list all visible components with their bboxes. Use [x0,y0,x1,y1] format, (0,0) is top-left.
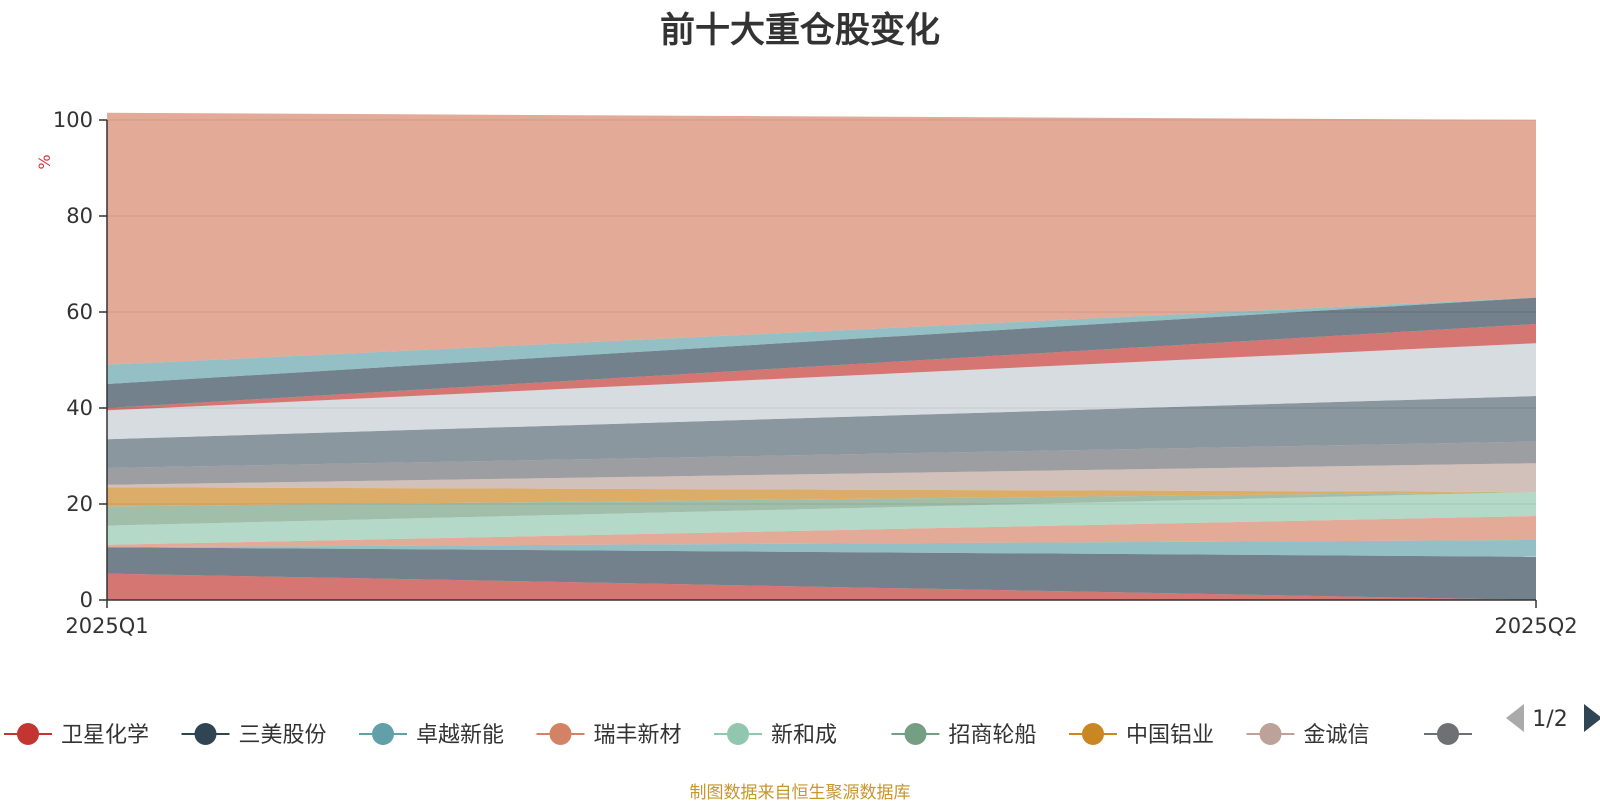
stacked-areas [107,112,1536,600]
axes: 0 20 40 60 80 100 2025Q1 2025Q2 [53,108,1578,638]
legend-label: 赤峰黄金 [1481,723,1569,748]
legend-item[interactable]: 招商轮船 [891,723,1037,748]
x-tick-label: 2025Q1 [65,614,148,638]
legend-pager[interactable]: 1/2 [1506,704,1600,732]
y-tick-label: 80 [66,204,93,228]
legend-item[interactable]: 金诚信 [1246,723,1370,748]
legend-marker-icon [1082,723,1104,745]
y-tick-label: 100 [53,108,93,132]
chart-title: 前十大重仓股变化 [659,11,940,51]
legend-item[interactable]: 三美股份 [181,723,327,748]
legend-label: 瑞丰新材 [594,723,682,748]
legend-label: 三美股份 [239,723,327,748]
area-series-14[interactable] [107,297,1536,384]
legend-item[interactable]: 卫星化学 [4,723,149,748]
area-series-6[interactable] [107,492,1536,526]
legend-label: 招商轮船 [949,723,1037,748]
area-series-12[interactable] [107,324,1536,411]
legend-label: 新和成 [771,723,837,748]
legend[interactable]: 卫星化学 三美股份 卓越新能 瑞丰新材 新和成 招商轮船 中国铝业 金诚信 赤峰黄金 [4,723,1569,748]
area-series-15[interactable] [107,112,1536,365]
y-axis-unit-label: % [35,154,54,169]
legend-marker-icon [17,723,39,745]
legend-marker-icon [1259,723,1282,745]
y-tick-label: 40 [66,396,93,420]
legend-label: 金诚信 [1304,723,1370,748]
area-series-5[interactable] [107,492,1536,545]
area-series-2[interactable] [107,547,1536,600]
area-series-7[interactable] [107,487,1536,507]
x-tick-label: 2025Q2 [1494,614,1577,638]
y-tick-label: 0 [80,588,93,612]
source-note: 制图数据来自恒生聚源数据库 [689,783,911,803]
area-series-4[interactable] [107,516,1536,548]
legend-next-page-icon[interactable] [1584,704,1600,732]
legend-item[interactable]: 赤峰黄金 [1424,723,1569,748]
legend-marker-icon [904,723,927,745]
legend-marker-icon [194,723,217,745]
legend-item[interactable]: 卓越新能 [359,723,504,748]
area-series-8[interactable] [107,463,1536,492]
legend-marker-icon [549,723,572,745]
y-tick-label: 20 [66,492,93,516]
area-series-11[interactable] [107,343,1536,440]
legend-item[interactable]: 新和成 [714,723,837,748]
legend-prev-page-icon[interactable] [1506,704,1524,732]
legend-marker-icon [727,723,749,745]
legend-item[interactable]: 瑞丰新材 [536,723,682,748]
legend-item[interactable]: 中国铝业 [1069,723,1214,748]
area-series-9[interactable] [107,441,1536,485]
area-series-3[interactable] [107,540,1536,557]
area-series-10[interactable] [107,396,1536,468]
legend-label: 中国铝业 [1126,723,1214,748]
y-tick-label: 60 [66,300,93,324]
legend-marker-icon [1437,723,1459,745]
legend-page-indicator: 1/2 [1532,707,1567,732]
legend-label: 卫星化学 [61,723,149,748]
area-series-13[interactable] [107,297,1536,408]
legend-marker-icon [372,723,394,745]
legend-label: 卓越新能 [416,723,504,748]
